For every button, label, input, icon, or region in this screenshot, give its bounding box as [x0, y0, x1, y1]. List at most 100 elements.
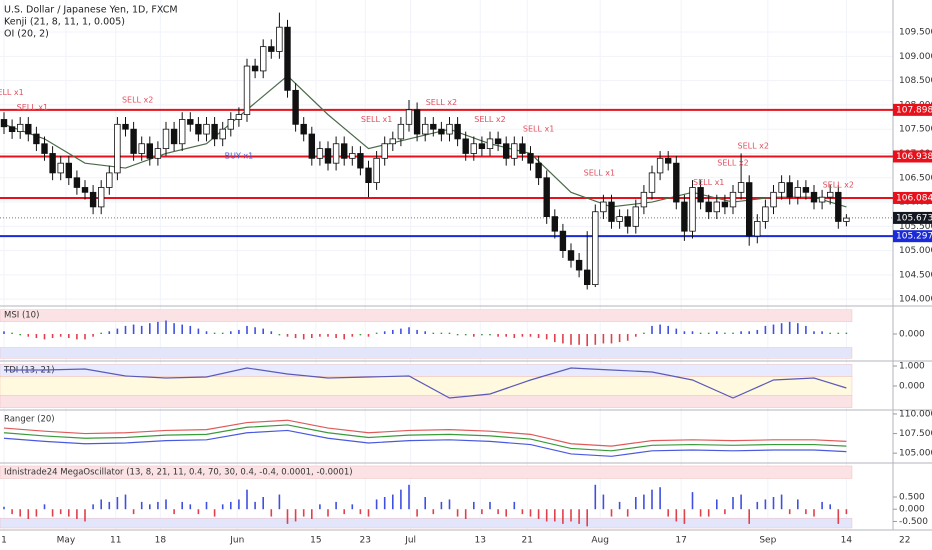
histogram-bar [537, 509, 540, 519]
candle-body [656, 157, 664, 174]
candle-body [130, 128, 137, 154]
histogram-bar [43, 334, 46, 340]
histogram-bar [205, 331, 208, 334]
signal-label: BUY x1 [225, 151, 254, 160]
histogram-bar [286, 509, 289, 524]
histogram-bar [149, 323, 151, 334]
histogram-bar [51, 509, 54, 517]
histogram-bar [108, 501, 111, 510]
histogram-bar [691, 492, 694, 510]
histogram-bar [173, 323, 175, 334]
histogram-bar [805, 325, 807, 334]
histogram-bar [108, 331, 111, 334]
histogram-bar [683, 331, 686, 334]
histogram-bar [3, 506, 5, 510]
histogram-bar [311, 334, 313, 339]
candle-body [340, 143, 348, 159]
candle-body [665, 157, 672, 164]
y-tick-label: 106.500 [899, 173, 932, 183]
signal-label: SELL x2 [426, 98, 457, 107]
histogram-bar [440, 332, 443, 334]
histogram-bar [181, 501, 183, 510]
x-tick-label: Jun [229, 536, 244, 546]
histogram-bar [383, 497, 386, 510]
candle-body [178, 119, 186, 145]
histogram-bar [270, 509, 273, 517]
histogram-bar [837, 509, 840, 524]
histogram-bar [383, 331, 386, 334]
histogram-bar [707, 509, 710, 517]
histogram-bar [586, 334, 588, 347]
level-label: 105.297 [896, 232, 932, 242]
level-tag [893, 103, 932, 116]
signal-label: SELL x1 [584, 168, 615, 177]
panel-band [0, 517, 853, 529]
histogram-bar [821, 331, 823, 334]
histogram-bar [651, 489, 653, 510]
histogram-bar [140, 501, 143, 510]
candle-body [689, 187, 696, 232]
candle-body [624, 216, 631, 227]
histogram-bar [100, 499, 102, 510]
candle-body [154, 148, 162, 159]
histogram-bar [578, 334, 580, 345]
signal-label: SELL x2 [823, 181, 854, 190]
candle-body [713, 201, 720, 213]
histogram-bar [659, 324, 661, 334]
histogram-bar [554, 334, 556, 343]
candle-body [478, 143, 486, 150]
candle-body [284, 26, 291, 91]
histogram-bar [400, 489, 402, 510]
candle-body [373, 157, 380, 184]
histogram-bar [68, 334, 70, 339]
panel-tick-label: 105.000 [899, 449, 932, 459]
x-tick-label: Aug [591, 536, 609, 546]
histogram-bar [602, 494, 605, 510]
candle-body [235, 114, 243, 120]
x-tick-label: May [57, 536, 76, 546]
histogram-bar [448, 332, 451, 334]
candle-body [0, 119, 8, 128]
histogram-bar [230, 331, 232, 334]
histogram-bar [521, 509, 524, 515]
x-tick-label: 17 [675, 536, 686, 546]
x-tick-label: 14 [841, 536, 853, 546]
histogram-bar [456, 334, 459, 336]
signal-label: SELL x2 [738, 142, 769, 151]
histogram-bar [659, 487, 661, 510]
candle-body [73, 177, 81, 188]
histogram-bar [189, 325, 192, 334]
candle-body [81, 187, 89, 193]
histogram-bar [124, 494, 127, 510]
histogram-bar [780, 494, 783, 510]
histogram-bar [27, 509, 30, 519]
histogram-bar [610, 334, 613, 344]
histogram-bar [367, 334, 370, 337]
panel-band [0, 465, 853, 479]
candle-body [632, 206, 639, 227]
y-tick-label: 109.500 [899, 28, 932, 38]
candle-body [511, 143, 518, 159]
histogram-bar [157, 501, 159, 510]
candle-body [219, 128, 226, 140]
histogram-bar [116, 497, 119, 510]
histogram-bar [545, 334, 548, 340]
panel-band [0, 364, 853, 377]
histogram-bar [173, 509, 175, 515]
histogram-bar [19, 509, 21, 517]
signal-label: SELL x2 [474, 115, 505, 124]
panel-tick-label: 0.000 [899, 330, 925, 340]
histogram-bar [489, 501, 491, 510]
candle-body [251, 65, 259, 72]
histogram-bar [92, 334, 94, 337]
histogram-bar [100, 332, 102, 334]
histogram-bar [35, 334, 38, 339]
histogram-bar [319, 334, 321, 337]
histogram-bar [610, 509, 613, 517]
histogram-bar [165, 499, 167, 510]
panel-tick-label: 0.000 [899, 505, 925, 515]
histogram-bar [84, 509, 86, 522]
candle-body [754, 221, 761, 237]
kenji-line [3, 74, 847, 208]
histogram-bar [19, 334, 21, 336]
